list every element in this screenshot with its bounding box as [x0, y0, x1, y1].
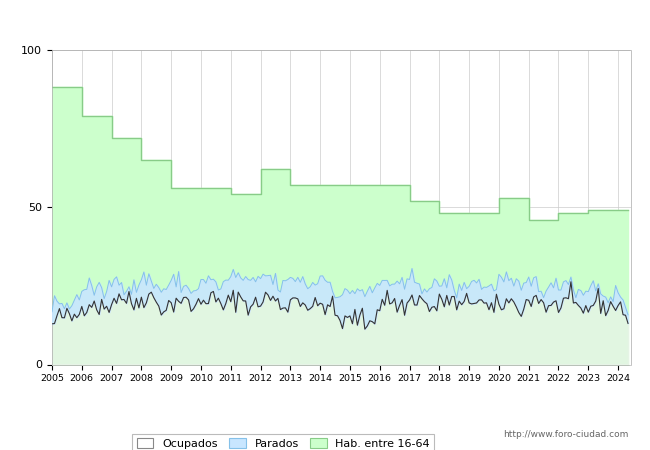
- Text: http://www.foro-ciudad.com: http://www.foro-ciudad.com: [503, 430, 628, 439]
- Legend: Ocupados, Parados, Hab. entre 16-64: Ocupados, Parados, Hab. entre 16-64: [133, 434, 434, 450]
- Text: Navacepedilla de Corneja - Evolucion de la poblacion en edad de Trabajar Mayo de: Navacepedilla de Corneja - Evolucion de …: [64, 14, 586, 27]
